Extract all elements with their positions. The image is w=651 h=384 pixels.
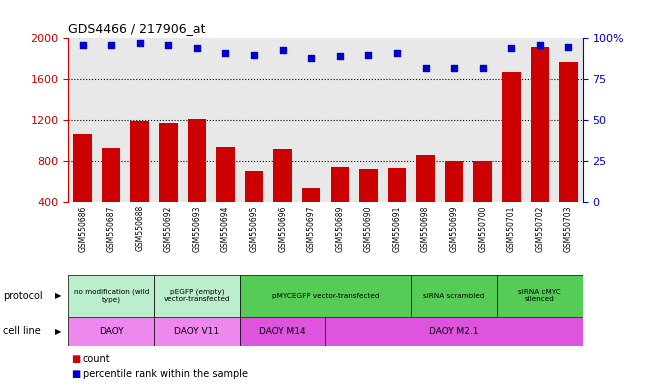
Bar [216,147,235,242]
Text: no modification (wild
type): no modification (wild type) [74,289,149,303]
Text: siRNA cMYC
silenced: siRNA cMYC silenced [518,289,561,302]
Bar [473,161,492,242]
Point [306,55,316,61]
Text: GSM550690: GSM550690 [364,205,373,252]
Point [363,51,374,58]
Point [421,65,431,71]
Point [477,65,488,71]
Text: GSM550695: GSM550695 [249,205,258,252]
Text: GSM550689: GSM550689 [335,205,344,252]
Bar [359,169,378,242]
Text: DAOY M2.1: DAOY M2.1 [429,327,479,336]
Bar [326,317,583,346]
Point [77,42,88,48]
Bar [68,275,154,317]
Text: GSM550697: GSM550697 [307,205,316,252]
Bar [245,171,264,242]
Point [506,45,516,51]
Text: GSM550687: GSM550687 [107,205,116,252]
Text: DAOY M14: DAOY M14 [259,327,306,336]
Text: count: count [83,354,110,364]
Bar [240,317,326,346]
Text: ■: ■ [72,354,81,364]
Point [191,45,202,51]
Text: GSM550686: GSM550686 [78,205,87,252]
Text: GSM550701: GSM550701 [506,205,516,252]
Bar [240,275,411,317]
Text: ■: ■ [72,369,81,379]
Text: GSM550703: GSM550703 [564,205,573,252]
Text: GSM550702: GSM550702 [535,205,544,252]
Text: GSM550691: GSM550691 [393,205,402,252]
Bar [273,149,292,242]
Text: GSM550688: GSM550688 [135,205,145,252]
Bar [68,317,154,346]
Text: GDS4466 / 217906_at: GDS4466 / 217906_at [68,22,206,35]
Point [163,42,174,48]
Text: percentile rank within the sample: percentile rank within the sample [83,369,247,379]
Text: ▶: ▶ [55,327,62,336]
Text: DAOY V11: DAOY V11 [174,327,219,336]
Text: GSM550694: GSM550694 [221,205,230,252]
Point [449,65,459,71]
Text: GSM550696: GSM550696 [278,205,287,252]
Bar [387,168,406,242]
Bar [531,46,549,242]
Point [135,40,145,46]
Bar [302,188,320,242]
Bar [502,72,521,242]
Bar [74,134,92,242]
Point [106,42,117,48]
Bar [159,123,178,242]
Text: protocol: protocol [3,291,43,301]
Point [277,47,288,53]
Bar [102,147,120,242]
Text: GSM550700: GSM550700 [478,205,487,252]
Text: GSM550699: GSM550699 [450,205,458,252]
Bar [154,317,240,346]
Text: GSM550698: GSM550698 [421,205,430,252]
Text: pEGFP (empty)
vector-transfected: pEGFP (empty) vector-transfected [163,289,230,303]
Text: GSM550692: GSM550692 [164,205,173,252]
Bar [154,275,240,317]
Point [220,50,230,56]
Text: ▶: ▶ [55,291,62,300]
Point [392,50,402,56]
Point [335,53,345,60]
Text: cell line: cell line [3,326,41,336]
Bar [331,167,349,242]
Text: DAOY: DAOY [99,327,124,336]
Bar [130,121,149,242]
Bar [497,275,583,317]
Point [249,51,259,58]
Point [563,43,574,50]
Point [534,42,545,48]
Bar [445,161,464,242]
Text: siRNA scrambled: siRNA scrambled [423,293,485,299]
Text: pMYCEGFP vector-transfected: pMYCEGFP vector-transfected [271,293,380,299]
Bar [559,62,577,242]
Bar [187,119,206,242]
Bar [416,155,435,242]
Bar [411,275,497,317]
Text: GSM550693: GSM550693 [193,205,201,252]
